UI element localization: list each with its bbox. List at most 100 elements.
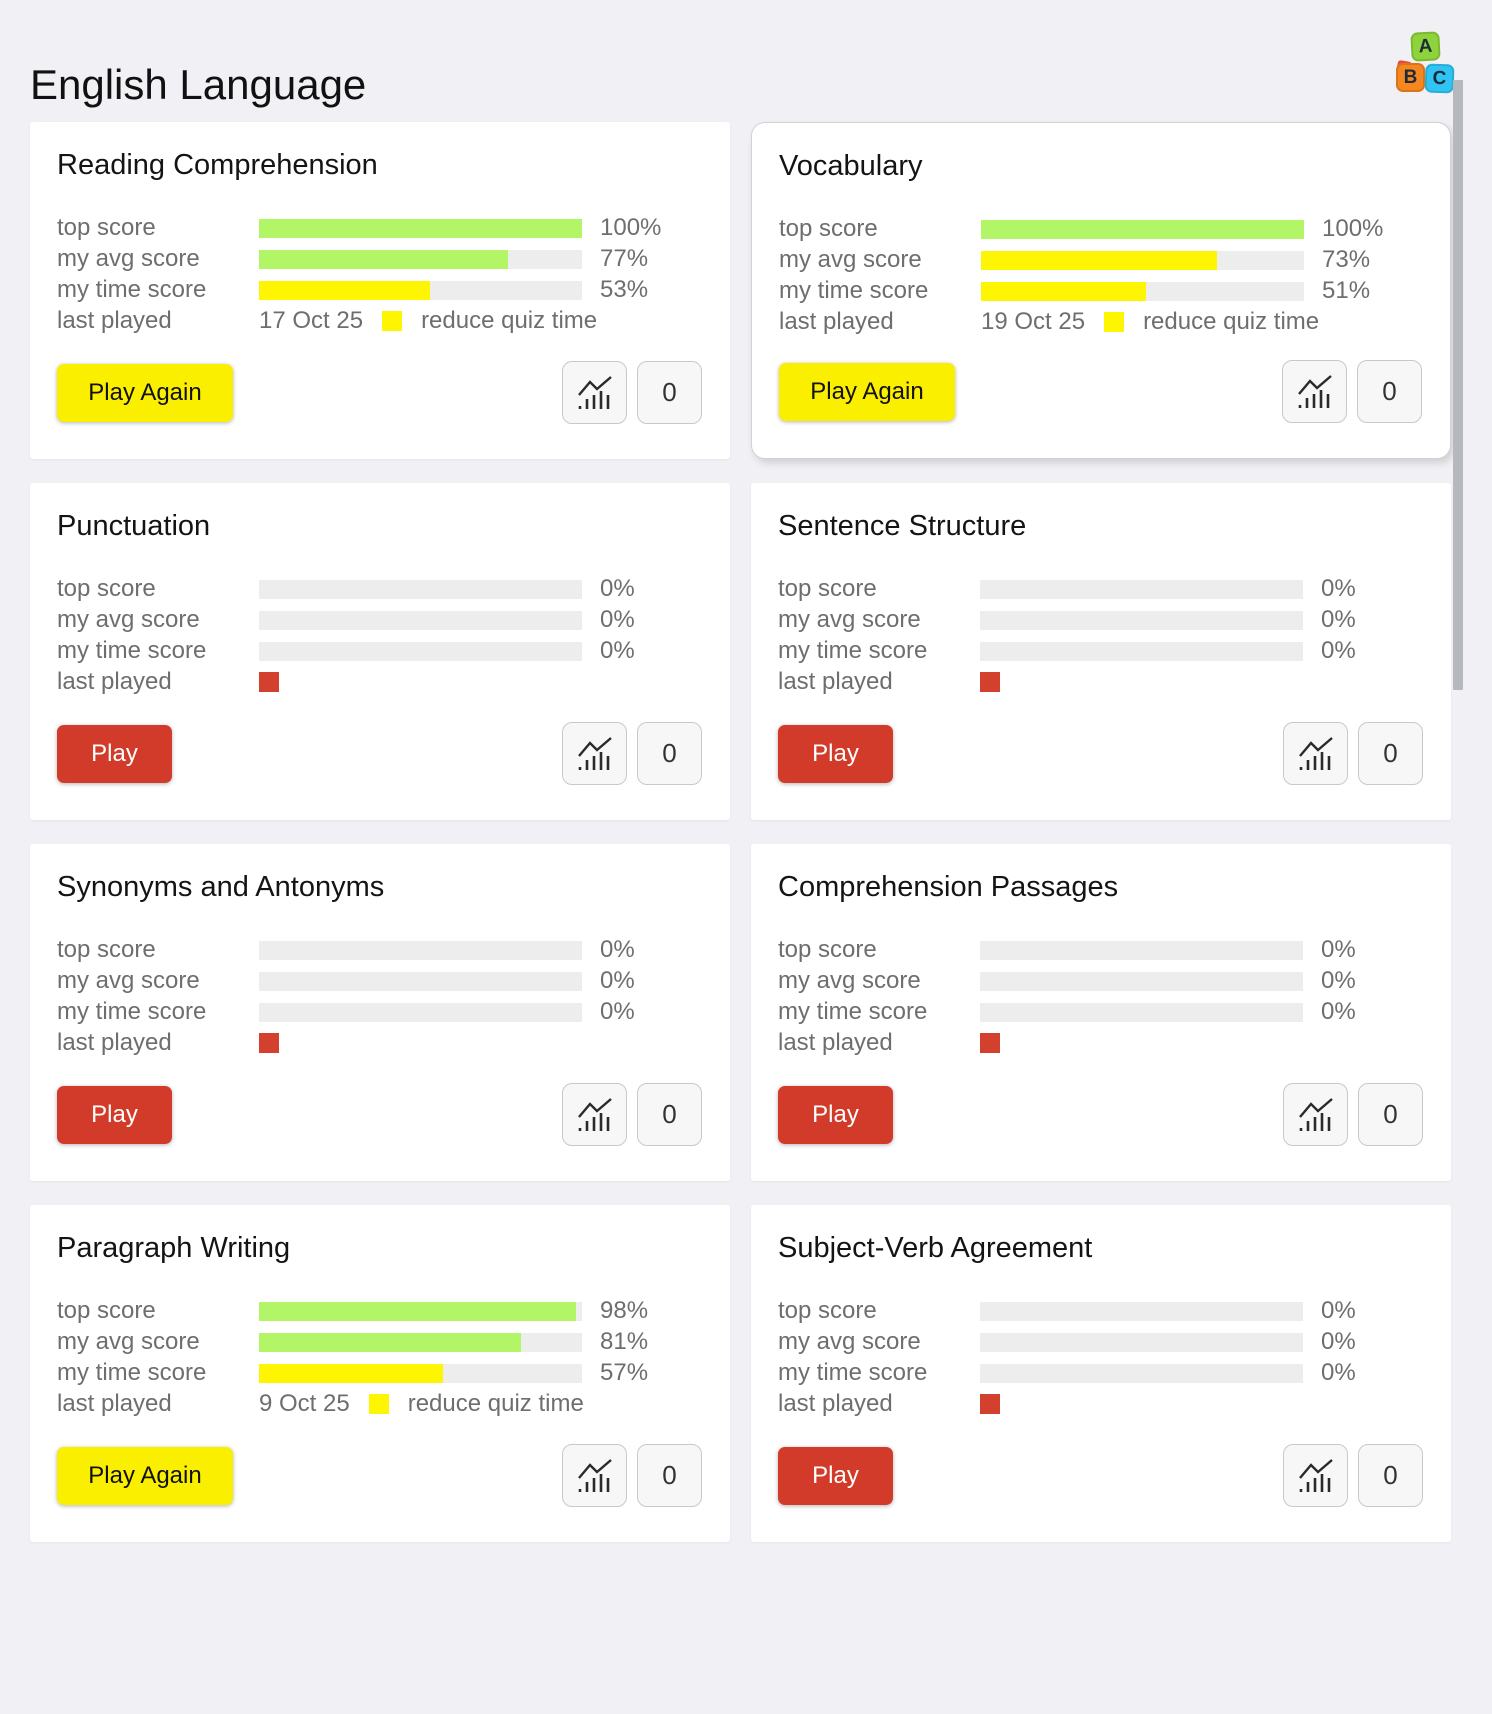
stat-row-top-score: top score 0% [778, 575, 1423, 602]
progress-bar-fill [981, 250, 1217, 270]
stat-label: top score [57, 575, 156, 602]
stat-value: 0% [600, 637, 635, 664]
play-button[interactable]: Play [57, 724, 172, 783]
progress-bar-fill [981, 281, 1146, 301]
progress-bar-track [259, 1301, 582, 1321]
stats-chart-button[interactable] [562, 722, 627, 785]
topic-card: Punctuation top score 0% my avg score 0%… [30, 483, 730, 820]
stat-label: last played [57, 1029, 172, 1056]
card-title: Comprehension Passages [778, 871, 1119, 903]
counter-button[interactable]: 0 [637, 1444, 702, 1507]
play-button[interactable]: Play Again [57, 363, 233, 422]
progress-bar-track [259, 641, 582, 661]
counter-button[interactable]: 0 [1358, 1444, 1423, 1507]
stat-label: last played [778, 1029, 893, 1056]
stat-label: my avg score [779, 246, 922, 273]
stat-label: my time score [57, 276, 207, 303]
progress-bar-track [259, 610, 582, 630]
stat-label: my avg score [57, 245, 200, 272]
progress-bar-track [980, 1363, 1303, 1383]
last-played-value [980, 672, 1000, 692]
stats-chart-button[interactable] [1283, 1083, 1348, 1146]
stats-chart-button[interactable] [562, 361, 627, 424]
play-button[interactable]: Play [778, 1446, 893, 1505]
last-played-value: 19 Oct 25 reduce quiz time [981, 308, 1319, 336]
stat-label: my time score [57, 1359, 207, 1386]
last-played-marker [368, 1394, 389, 1414]
last-played-value: 17 Oct 25 reduce quiz time [259, 307, 597, 335]
last-played-value [980, 1033, 1000, 1053]
card-title: Sentence Structure [778, 510, 1027, 542]
stats-chart-button[interactable] [1282, 360, 1347, 423]
stat-label: my time score [57, 998, 207, 1025]
play-button[interactable]: Play [778, 724, 893, 783]
stat-label: top score [57, 1297, 156, 1324]
stat-value: 51% [1322, 277, 1371, 304]
card-secondary-actions: 0 [562, 1083, 702, 1146]
stat-value: 0% [1321, 1297, 1356, 1324]
counter-button[interactable]: 0 [1358, 722, 1423, 785]
stat-label: last played [778, 1390, 893, 1417]
reduce-quiz-time-label: reduce quiz time [1143, 308, 1320, 335]
stat-label: last played [779, 308, 894, 335]
reduce-quiz-time-label: reduce quiz time [421, 307, 598, 334]
card-title: Punctuation [57, 510, 211, 542]
logo-block-b: B [1396, 63, 1425, 92]
stat-value: 0% [600, 606, 635, 633]
progress-bar-track [980, 1332, 1303, 1352]
line-chart-icon [577, 1458, 612, 1492]
stat-value: 0% [1321, 637, 1356, 664]
progress-bar-fill [259, 280, 431, 300]
stat-label: last played [778, 668, 893, 695]
stat-value: 0% [1321, 575, 1356, 602]
progress-bar-fill [259, 1363, 444, 1383]
topic-card: Paragraph Writing top score 98% my avg s… [30, 1205, 730, 1542]
line-chart-icon [1298, 1097, 1333, 1131]
stat-value: 0% [600, 936, 635, 963]
stats-chart-button[interactable] [562, 1083, 627, 1146]
progress-bar-track [259, 218, 582, 238]
stat-label: my time score [778, 1359, 928, 1386]
stat-label: top score [779, 215, 878, 242]
stats-chart-button[interactable] [1283, 1444, 1348, 1507]
counter-button[interactable]: 0 [1357, 360, 1422, 423]
card-actions: Play 0 [778, 722, 1423, 785]
progress-bar-track [259, 280, 582, 300]
topic-card: Reading Comprehension top score 100% my … [30, 122, 730, 459]
last-played-value: 9 Oct 25 reduce quiz time [259, 1390, 584, 1418]
stat-row-last-played: last played [778, 1390, 1423, 1417]
page-title: English Language [30, 61, 367, 109]
card-actions: Play 0 [778, 1444, 1423, 1507]
play-button[interactable]: Play [57, 1085, 172, 1144]
progress-bar-track [981, 219, 1304, 239]
counter-button[interactable]: 0 [637, 722, 702, 785]
topic-card: Synonyms and Antonyms top score 0% my av… [30, 844, 730, 1181]
play-button[interactable]: Play Again [779, 362, 955, 421]
card-secondary-actions: 0 [1282, 360, 1422, 423]
progress-bar-track [980, 579, 1303, 599]
stat-value: 0% [1321, 1359, 1356, 1386]
card-secondary-actions: 0 [562, 361, 702, 424]
play-button[interactable]: Play Again [57, 1446, 233, 1505]
card-stats: top score 0% my avg score 0% my time sco… [57, 936, 702, 1056]
counter-button[interactable]: 0 [1358, 1083, 1423, 1146]
stats-chart-button[interactable] [1283, 722, 1348, 785]
play-button[interactable]: Play [778, 1085, 893, 1144]
progress-bar-track [980, 610, 1303, 630]
stat-row-time-score: my time score 0% [57, 637, 702, 664]
card-actions: Play 0 [57, 722, 702, 785]
progress-bar-track [980, 1002, 1303, 1022]
stats-chart-button[interactable] [562, 1444, 627, 1507]
counter-button[interactable]: 0 [637, 361, 702, 424]
cards-grid: Reading Comprehension top score 100% my … [30, 122, 1451, 1542]
stat-label: top score [778, 1297, 877, 1324]
stat-label: last played [57, 307, 172, 334]
counter-button[interactable]: 0 [637, 1083, 702, 1146]
stat-row-time-score: my time score 0% [778, 998, 1423, 1025]
stat-value: 98% [600, 1297, 649, 1324]
scrollbar-thumb[interactable] [1453, 80, 1463, 690]
topic-card: Subject-Verb Agreement top score 0% my a… [751, 1205, 1451, 1542]
stat-row-avg-score: my avg score 77% [57, 245, 702, 272]
card-secondary-actions: 0 [1283, 1083, 1423, 1146]
card-stats: top score 0% my avg score 0% my time sco… [57, 575, 702, 695]
